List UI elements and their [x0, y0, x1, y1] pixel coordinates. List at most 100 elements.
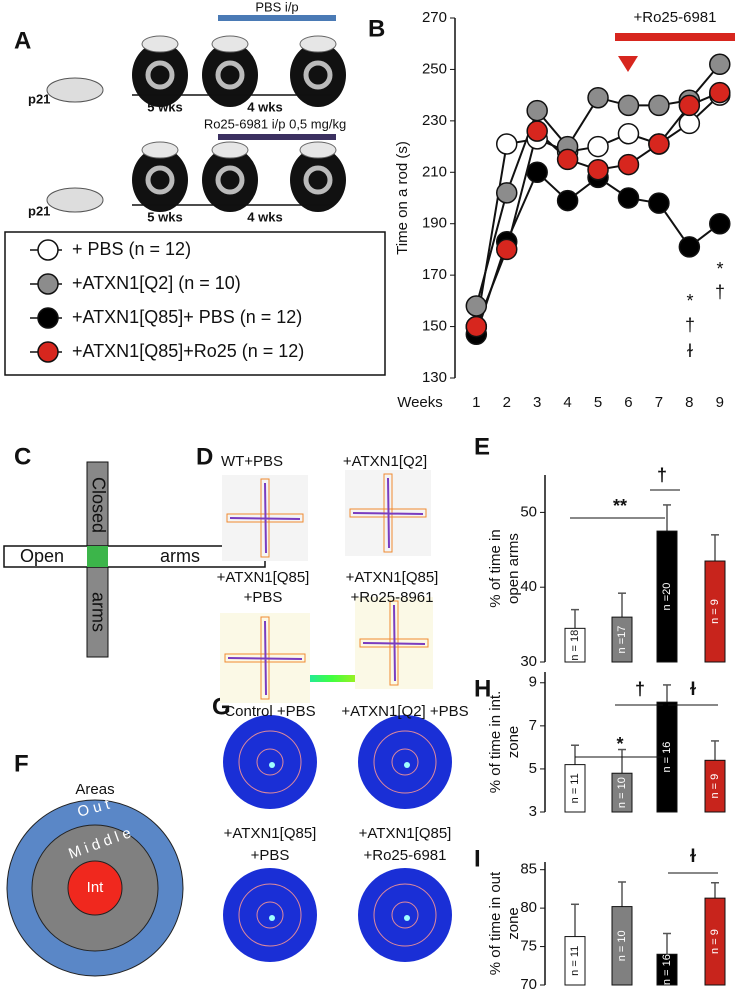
phase-label: 4 wks [247, 209, 282, 224]
panel-letter: F [14, 750, 29, 777]
image-label: +PBS [251, 847, 290, 864]
y-tick-label: 270 [422, 9, 447, 26]
bar [704, 560, 726, 663]
panel-letter: D [196, 443, 213, 470]
legend-marker [37, 307, 59, 329]
panel-letter: H [474, 675, 491, 702]
heatmap-ring [256, 901, 284, 929]
x-tick-label: 6 [624, 394, 632, 411]
heatmap-spot [269, 915, 275, 921]
data-point [709, 53, 731, 76]
x-tick-label: 1 [472, 394, 480, 411]
heatmap [358, 715, 452, 809]
data-point [648, 192, 670, 214]
data-point [617, 122, 640, 145]
heatmap-ring [238, 883, 302, 947]
image-label: +ATXN1[Q2] [343, 453, 427, 470]
treatment-bar [615, 33, 735, 41]
panel-letter: B [368, 15, 385, 42]
heatmap-ring [373, 883, 437, 947]
y-tick-label: 130 [422, 369, 447, 386]
treatment-bar [218, 134, 336, 140]
heatmap-spot [269, 762, 275, 768]
y-tick-label: 230 [422, 112, 447, 129]
y-tick-label: 170 [422, 266, 447, 283]
legend-box [4, 231, 386, 376]
scheme: Ro25-6981 i/p 0,5 mg/kg p21 5 wks 4 wks [28, 116, 346, 224]
arm-label: arms [88, 592, 108, 632]
mouse [46, 77, 104, 103]
significance-mark: * [616, 734, 623, 754]
y-axis-label: % of time in int. [487, 691, 504, 794]
legend-marker [37, 273, 59, 295]
phase-label: 5 wks [147, 99, 182, 114]
track-trace [229, 482, 301, 554]
y-tick-label: 50 [520, 503, 537, 520]
age-label: p21 [28, 203, 50, 218]
data-point [495, 133, 518, 155]
y-tick-label: 5 [529, 760, 537, 777]
x-tick-label: 9 [716, 394, 724, 411]
legend-label: +ATXN1[Q85]+Ro25 (n = 12) [72, 341, 304, 361]
rotarod-inner [145, 165, 333, 195]
y-tick-label: 3 [529, 803, 537, 820]
arrow [618, 56, 638, 72]
phase-label: 5 wks [147, 209, 182, 224]
center [87, 546, 108, 567]
arm-label: Open [20, 546, 64, 566]
heatmap-ring [238, 730, 302, 794]
y-tick-label: 75 [520, 938, 537, 955]
y-axis-label: zone [505, 907, 522, 940]
panel-letter: I [474, 845, 481, 872]
legend-marker [37, 239, 59, 261]
rotarod-inner [145, 60, 333, 90]
data-point [556, 189, 579, 212]
data-point [648, 94, 670, 117]
y-tick-label: 7 [529, 717, 537, 734]
y-tick-label: 250 [422, 60, 447, 77]
data-point [648, 133, 670, 155]
bar-label: n = 10 [616, 930, 628, 961]
significance-mark: * [716, 259, 723, 279]
image-label: +ATXN1[Q85] [217, 569, 310, 586]
bar-label: n = 11 [569, 946, 581, 976]
treatment-bar [218, 15, 336, 21]
bar [611, 772, 633, 813]
bar-label: n = 9 [709, 599, 721, 624]
image-label: +ATXN1[Q85] [224, 825, 317, 842]
significance-mark: ɫ [690, 679, 696, 699]
data-point [465, 315, 488, 338]
zone-label: Int [87, 879, 105, 896]
x-tick-label: 2 [503, 394, 511, 411]
significance-mark: † [635, 679, 645, 699]
heatmap-ring [391, 901, 419, 929]
data-point [465, 295, 488, 317]
age-label: p21 [28, 91, 50, 106]
data-point [587, 135, 609, 158]
maze-diagram: Closed arms Open arms [3, 461, 266, 658]
annotation: +Ro25-6981 [634, 9, 717, 26]
x-tick-label: 5 [594, 394, 602, 411]
heatmap [223, 868, 317, 962]
y-axis-label: zone [505, 726, 522, 759]
y-tick-label: 210 [422, 163, 447, 180]
data-point [709, 81, 731, 104]
bar [704, 759, 726, 813]
bar-label: n = 9 [709, 929, 721, 954]
data-point [678, 94, 701, 117]
bar-label: n = 11 [569, 773, 581, 803]
legend-label: +ATXN1[Q85]+ PBS (n = 12) [72, 307, 302, 327]
data-point [617, 153, 640, 176]
treatment-label: PBS i/p [255, 0, 298, 14]
panel-letter: A [14, 27, 31, 54]
significance-mark: ɫ [687, 341, 693, 361]
rotarods [132, 148, 346, 212]
significance-mark: ɫ [690, 846, 696, 866]
bar-label: n =20 [661, 583, 673, 611]
bar [611, 616, 633, 663]
image-label: +ATXN1[Q85] [346, 569, 439, 586]
mice-on-rods [141, 141, 337, 159]
image-label: +Ro25-8961 [351, 589, 434, 606]
y-tick-label: 80 [520, 899, 537, 916]
